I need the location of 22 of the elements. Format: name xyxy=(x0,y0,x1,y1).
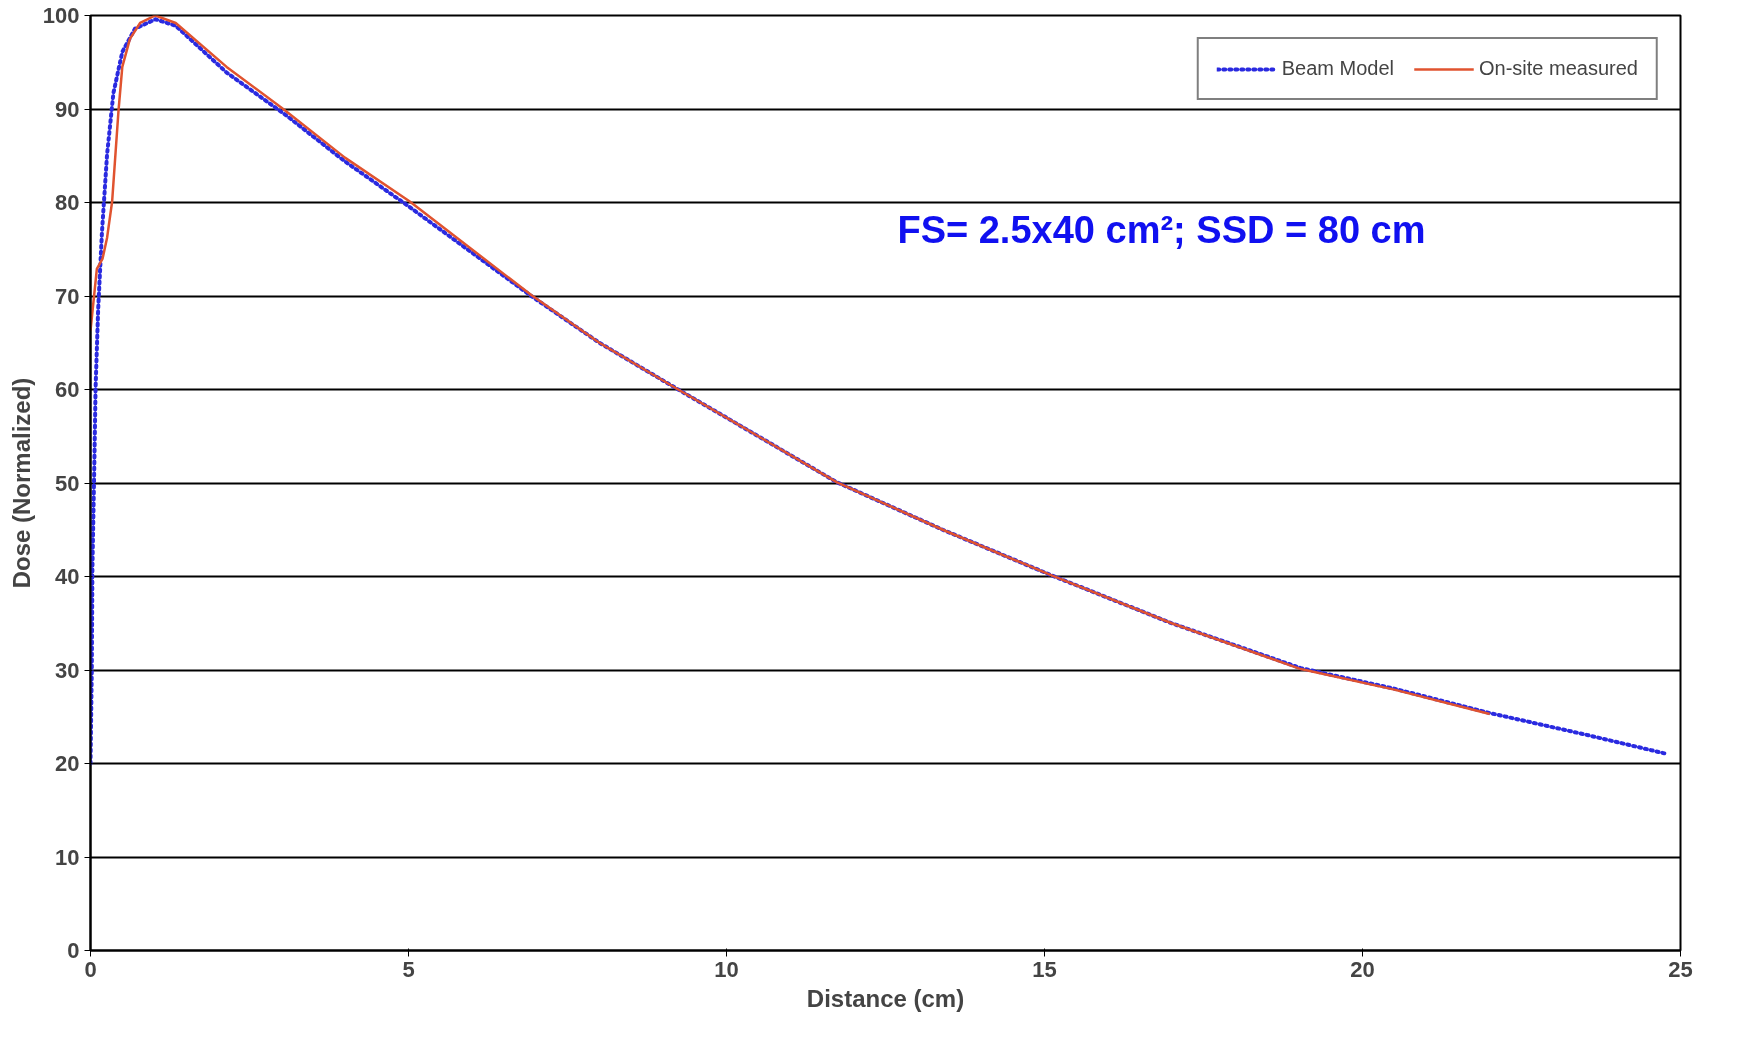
legend-label: On-site measured xyxy=(1479,57,1638,80)
legend-label: Beam Model xyxy=(1281,57,1395,80)
y-tick-label: 0 xyxy=(67,938,80,963)
x-tick-label: 25 xyxy=(1668,956,1693,982)
x-tick-label: 5 xyxy=(402,956,415,982)
y-tick-label: 50 xyxy=(55,470,80,496)
y-tick-label: 70 xyxy=(55,283,80,309)
annotation: FS= 2.5x40 cm²; SSD = 80 cm xyxy=(897,208,1426,251)
x-tick-label: 0 xyxy=(84,956,97,982)
x-axis-title: Distance (cm) xyxy=(806,984,965,1012)
y-tick-label: 80 xyxy=(55,190,80,215)
y-tick-label: 90 xyxy=(55,96,80,122)
x-tick-label: 15 xyxy=(1032,956,1057,982)
y-tick-label: 100 xyxy=(42,3,80,28)
y-tick-label: 40 xyxy=(55,564,80,589)
y-axis-title: Dose (Normalized) xyxy=(7,377,35,589)
y-tick-label: 30 xyxy=(55,657,80,683)
y-tick-label: 20 xyxy=(55,751,80,776)
x-tick-label: 10 xyxy=(714,956,739,982)
x-tick-label: 20 xyxy=(1350,956,1375,982)
y-tick-label: 10 xyxy=(55,844,80,870)
y-tick-label: 60 xyxy=(55,377,80,402)
